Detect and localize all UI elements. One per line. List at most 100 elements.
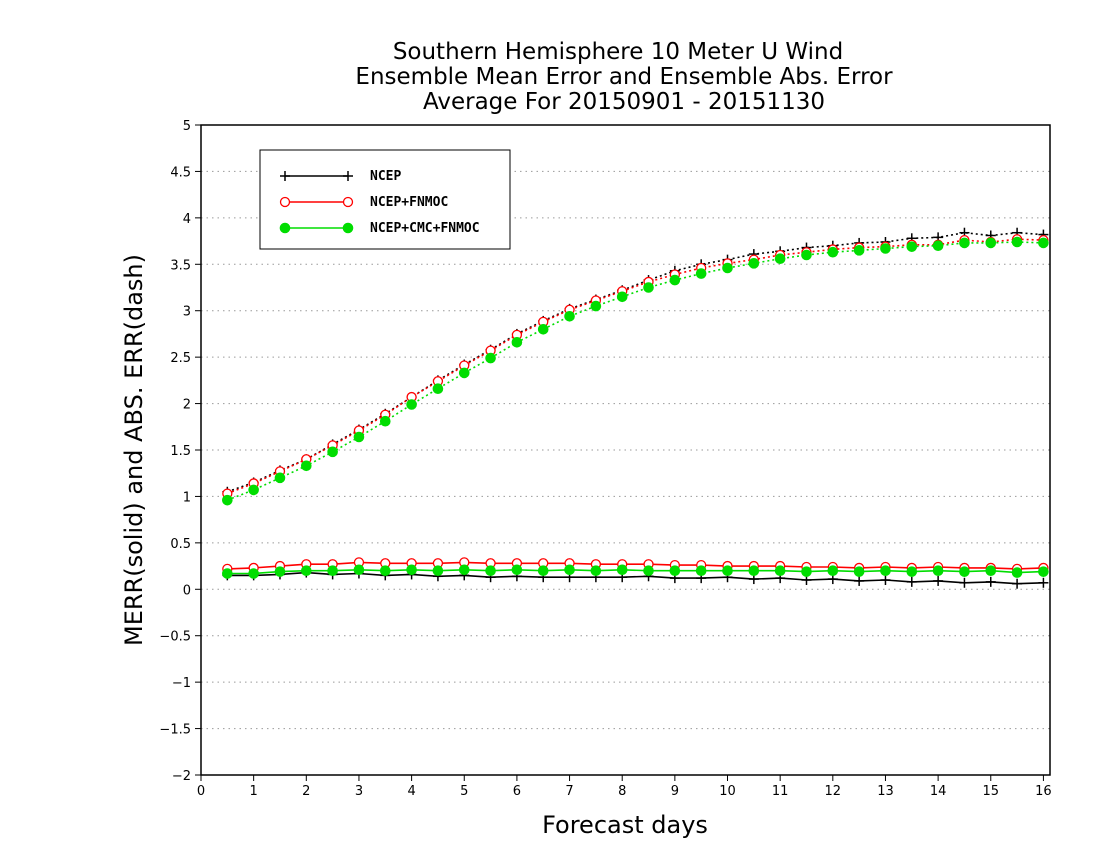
y-tick-label: −2 [172,769,191,784]
abs-err-point [564,310,575,322]
abs-err-point [485,352,496,364]
abs-err-line [227,231,1044,493]
y-tick-label: 4.5 [170,165,191,180]
chart-title-line-2: Ensemble Mean Error and Ensemble Abs. Er… [355,64,893,90]
merr-point [1038,566,1049,577]
y-tick-label: 1.5 [170,444,191,459]
merr-point [222,568,233,579]
x-tick-label: 16 [1035,784,1052,799]
y-tick-label: 0 [183,583,191,598]
merr-point [485,565,496,577]
x-tick-label: 12 [825,784,842,799]
series-ncep [222,227,1049,589]
abs-err-point [537,323,549,335]
abs-err-point [590,300,602,312]
chart-title-line-3: Average For 20150901 - 20151130 [423,89,825,115]
legend-label-ncep-fnmoc: NCEP+FNMOC [370,195,448,210]
abs-err-line [227,241,1044,501]
merr-point [933,575,944,586]
x-tick-label: 1 [250,784,258,799]
x-tick-label: 0 [197,784,205,799]
abs-err-point [932,240,944,252]
x-tick-label: 11 [772,784,789,799]
legend-marker [279,196,291,208]
abs-err-point [511,336,523,348]
merr-point [274,566,286,577]
x-axis-label: Forecast days [542,811,708,839]
legend-marker [279,222,291,234]
abs-err-point [695,268,707,279]
merr-point [880,565,891,577]
merr-point [880,575,891,585]
merr-point [643,565,654,577]
abs-err-point [748,258,760,269]
merr-line [227,571,1044,585]
abs-err-point [301,460,312,472]
y-tick-label: 5 [183,119,191,134]
merr-point [827,565,839,577]
merr-point [379,565,391,577]
merr-point [906,576,917,587]
merr-point [801,566,812,577]
abs-err-point [669,274,681,286]
abs-err-point [616,291,628,303]
legend-label-ncep-cmc-fnmoc: NCEP+CMC+FNMOC [370,221,480,236]
abs-err-point [327,446,338,458]
x-tick-label: 7 [565,784,573,799]
x-tick-label: 14 [930,784,947,799]
y-tick-label: 1 [183,490,191,505]
merr-point [301,565,312,577]
merr-point [932,565,944,577]
merr-point [774,565,786,577]
abs-err-point [643,282,654,293]
y-tick-label: −1.5 [159,723,191,738]
merr-point [1038,577,1049,588]
abs-err-point [774,253,786,265]
abs-err-point [222,494,233,506]
merr-point [748,565,760,577]
legend-marker [342,222,354,234]
merr-point [537,565,549,577]
x-tick-label: 15 [982,784,999,799]
y-tick-label: 0.5 [170,537,191,552]
x-tick-label: 3 [355,784,363,799]
axis-ticks: 54.543.532.521.510.50−0.5−1−1.5−20 1 2 3 4 5 6… [159,119,1051,799]
legend-label-ncep: NCEP [370,169,401,184]
merr-point [985,565,997,577]
merr-point [695,565,707,577]
series-ncep-fnmoc [222,234,1049,575]
merr-line [227,568,1044,575]
legend-samples [279,171,354,234]
merr-point [906,566,918,577]
abs-err-point [1038,237,1049,249]
abs-err-point [959,237,970,249]
chart-title-line-1: Southern Hemisphere 10 Meter U Wind [393,39,843,65]
gridlines [201,170,1050,730]
merr-point [853,566,865,577]
x-tick-label: 13 [877,784,894,799]
merr-point [590,565,602,577]
y-tick-label: −0.5 [159,630,191,645]
y-tick-label: 3.5 [170,258,191,273]
abs-err-point [985,237,997,249]
legend-marker [343,171,353,181]
merr-point [1011,567,1023,578]
merr-point [722,565,733,577]
merr-point [959,566,970,577]
abs-err-point [722,262,733,274]
y-tick-label: 4 [183,212,191,227]
abs-err-line [227,238,1044,495]
merr-point [511,564,523,576]
x-tick-label: 2 [302,784,310,799]
x-tick-label: 5 [460,784,468,799]
merr-point [564,564,575,576]
abs-err-point [906,241,918,252]
abs-err-point [248,484,259,496]
x-tick-label: 4 [407,784,415,799]
merr-point [248,568,259,579]
merr-point [458,564,470,576]
y-tick-label: 2.5 [170,351,191,366]
legend-marker [342,196,354,208]
y-axis-label: MERR(solid) and ABS. ERR(dash) [120,254,148,646]
